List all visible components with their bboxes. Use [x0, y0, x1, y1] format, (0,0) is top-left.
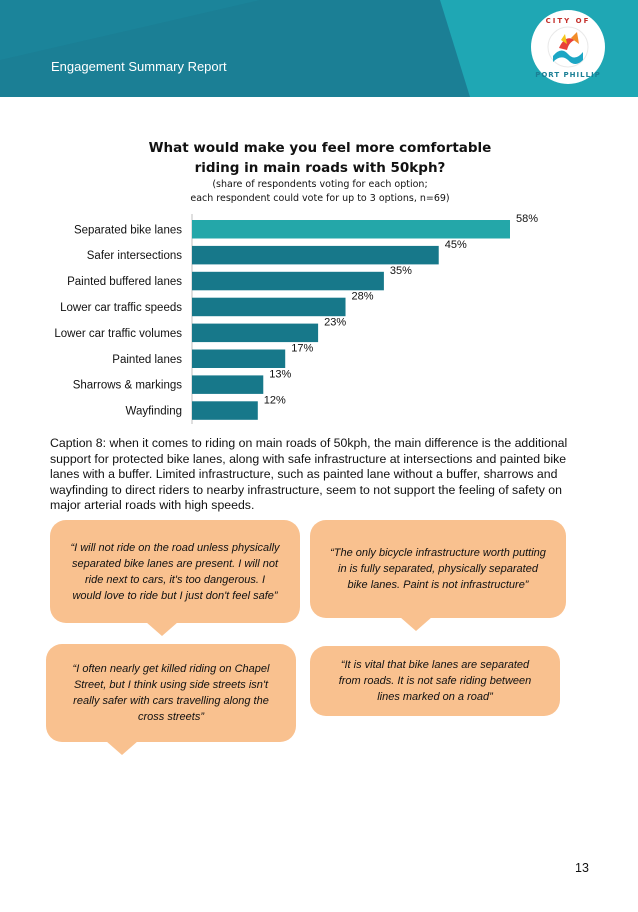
chart-subtitle-line: each respondent could vote for up to 3 o…	[190, 193, 450, 204]
data-label: 12%	[264, 394, 286, 406]
bar	[192, 245, 439, 265]
data-label: 23%	[324, 317, 346, 329]
bar	[192, 375, 264, 394]
bar	[192, 297, 346, 317]
category-label: Safer intersections	[87, 250, 182, 262]
quote-text: “The only bicycle infrastructure worth p…	[330, 547, 546, 591]
logo-top-text: CITY OF	[546, 17, 591, 25]
city-of-port-phillip-logo: CITY OF PORT PHILLIP	[531, 10, 605, 84]
quote-text: “I will not ride on the road unless phys…	[70, 541, 280, 602]
bar	[192, 220, 510, 239]
data-label: 28%	[352, 291, 374, 303]
chart-title-line: riding in main roads with 50kph?	[194, 160, 446, 176]
chart-subtitle: (share of respondents voting for each op…	[150, 178, 490, 206]
chart-title: What would make you feel more comfortabl…	[130, 138, 510, 178]
bar-chart: Separated bike lanes 58% Safer intersectio…	[54, 213, 538, 424]
category-label: Lower car traffic speeds	[60, 302, 182, 314]
bar	[192, 271, 384, 291]
data-label: 17%	[291, 343, 313, 355]
figure-caption: Caption 8: when it comes to riding on ma…	[50, 436, 568, 513]
quote-text: “I often nearly get killed riding on Cha…	[72, 663, 270, 723]
category-label: Lower car traffic volumes	[54, 328, 182, 340]
category-label: Painted buffered lanes	[67, 276, 182, 288]
data-label: 58%	[516, 213, 538, 225]
quote-bubble: “I often nearly get killed riding on Cha…	[46, 644, 296, 755]
data-label: 13%	[269, 368, 291, 380]
category-label: Separated bike lanes	[74, 224, 182, 236]
category-label: Sharrows & markings	[73, 380, 183, 392]
header-banner: Engagement Summary Report CITY OF PORT P…	[0, 0, 638, 97]
logo-bottom-text: PORT PHILLIP	[535, 71, 601, 79]
bar	[192, 401, 258, 420]
bar	[192, 349, 286, 368]
report-title: Engagement Summary Report	[51, 59, 227, 74]
bar	[192, 323, 319, 343]
category-label: Painted lanes	[112, 354, 182, 366]
chart-subtitle-line: (share of respondents voting for each op…	[212, 179, 428, 190]
quote-bubble: “It is vital that bike lanes are separat…	[310, 646, 560, 716]
quote-bubble: “I will not ride on the road unless phys…	[50, 520, 300, 636]
data-label: 45%	[445, 239, 467, 251]
data-label: 35%	[390, 265, 412, 277]
quote-text: “It is vital that bike lanes are separat…	[338, 659, 532, 703]
chart-title-line: What would make you feel more comfortabl…	[148, 140, 492, 156]
category-label: Wayfinding	[126, 406, 182, 418]
quote-bubble: “The only bicycle infrastructure worth p…	[310, 520, 566, 631]
page-number: 13	[575, 861, 589, 875]
